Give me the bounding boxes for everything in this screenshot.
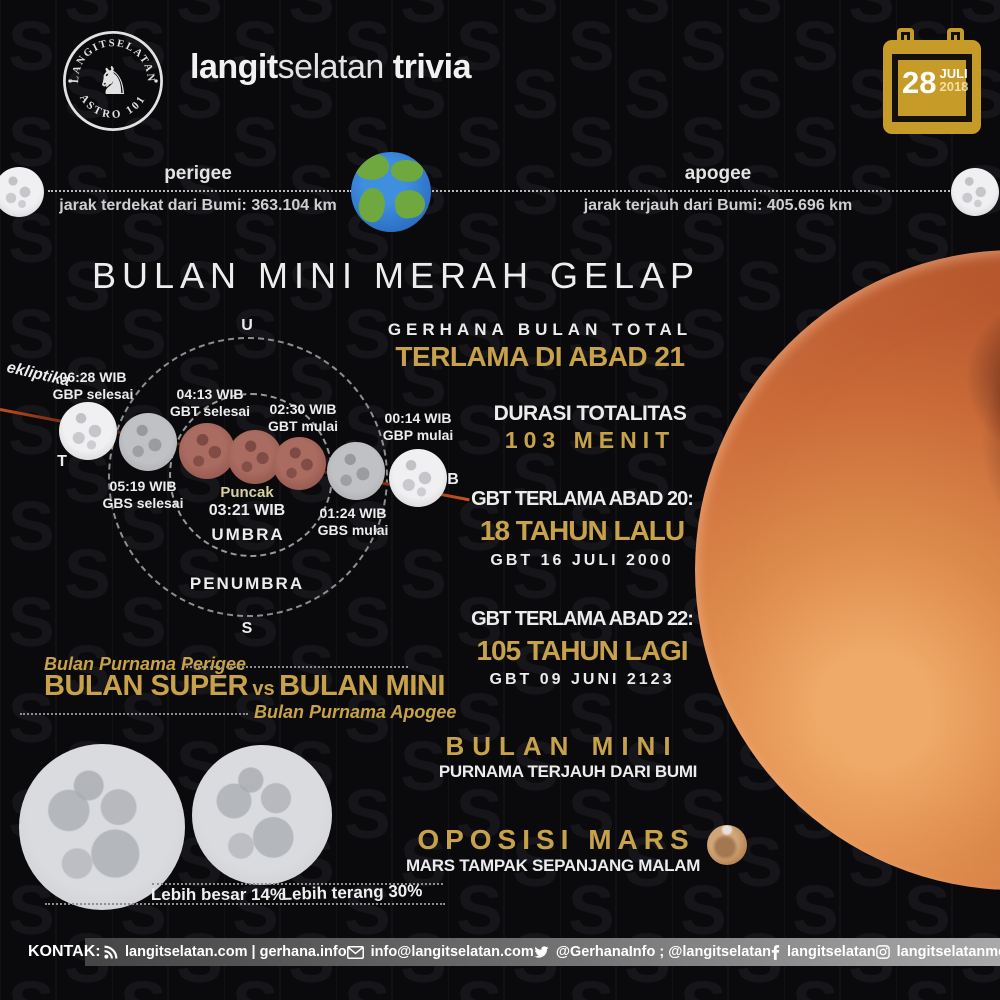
calendar-date: 28 JULI 2018 (902, 67, 968, 98)
main-title: BULAN MINI MERAH GELAP (91, 255, 701, 296)
abad20-value: 18 TAHUN LALU (479, 515, 685, 546)
contact-twitter[interactable]: @GerhanaInfo ; @langitselatan (534, 944, 771, 960)
perigee-caption: Bulan Purnama Perigee (44, 654, 247, 674)
perigee-moon (0, 167, 44, 217)
brand-trivia: trivia (392, 48, 472, 86)
abad22-value: 105 TAHUN LAGI (476, 635, 688, 666)
abad20-label: GBT TERLAMA ABAD 20: (471, 488, 694, 510)
brand-selatan: selatan (277, 48, 385, 86)
durasi-value: 103 MENIT (504, 427, 676, 453)
apogee-label: apogee (684, 163, 752, 184)
event-gbp-mulai: 00:14 WIB GBP mulai (382, 410, 454, 443)
calendar-icon: 28 JULI 2018 (883, 28, 981, 138)
comparison-title-vs: vs (252, 678, 275, 700)
abad22-detail: GBT 09 JUNI 2123 (489, 671, 675, 688)
calendar-panel: 28 JULI 2018 (892, 54, 972, 122)
perigee-detail: jarak terdekat dari Bumi: 363.104 km (59, 197, 337, 214)
apogee-caption-leader (20, 713, 248, 715)
calendar-month: JULI (939, 66, 968, 81)
bigger-note: Lebih besar 14% (150, 885, 286, 904)
comparison-title-right: BULAN MINI (279, 670, 445, 702)
event-gbp-selesai: 06:28 WIB GBP selesai (52, 369, 134, 402)
puncak-time: 03:21 WIB (208, 501, 286, 519)
calendar-year: 2018 (939, 79, 969, 94)
centaur-icon: ♞ (96, 60, 131, 103)
perigee-label: perigee (164, 163, 232, 184)
penumbra-circle (108, 337, 388, 617)
oposisi-mars-detail: MARS TAMPAK SEPANJANG MALAM (405, 856, 701, 875)
bulan-mini-title: BULAN MINI (445, 731, 679, 761)
comparison-bottom-dotted-line (45, 903, 445, 905)
compass-east-label: T (57, 453, 67, 470)
comparison-title: BULAN SUPER vs BULAN MINI (44, 670, 445, 703)
comparison-top-dotted-line (152, 883, 443, 885)
rss-icon (104, 945, 118, 959)
kontak-label: KONTAK: (28, 943, 101, 960)
comparison-title-left: BULAN SUPER (44, 670, 248, 702)
brand-title: langitselatan trivia (190, 48, 472, 87)
facebook-icon (771, 944, 780, 960)
event-gbt-selesai: 04:13 WIB GBT selesai (169, 386, 251, 419)
eclipse-moon-gbt-selesai (179, 423, 235, 479)
headline-main: TERLAMA DI ABAD 21 (395, 341, 685, 372)
contact-email-text: info@langitselatan.com (370, 944, 534, 960)
headline-top: GERHANA BULAN TOTAL (387, 320, 693, 339)
perigee-caption-leader (186, 666, 408, 668)
langitselatan-astro101-logo: LANGITSELATAN ASTRO 101 ♞ (63, 31, 163, 131)
apogee-detail: jarak terjauh dari Bumi: 405.696 km (583, 197, 853, 214)
eclipse-moon-gbs-selesai (119, 413, 177, 471)
contact-website-text: langitselatan.com | gerhana.info (125, 944, 347, 960)
mars-photo (707, 825, 747, 865)
contact-email[interactable]: info@langitselatan.com (346, 944, 534, 960)
perigee-orbit-line (48, 190, 352, 192)
oposisi-mars-title: OPOSISI MARS (417, 824, 695, 855)
contact-website[interactable]: langitselatan.com | gerhana.info (103, 944, 347, 960)
compass-south-label: S (241, 620, 253, 637)
event-puncak: Puncak 03:21 WIB (209, 484, 285, 521)
eclipse-moon-gbs-mulai (327, 442, 385, 500)
durasi-label: DURASI TOTALITAS (493, 402, 687, 425)
contact-facebook[interactable]: langitselatan (771, 944, 876, 960)
abad20-detail: GBT 16 JULI 2000 (490, 552, 674, 569)
puncak-title: Puncak (220, 484, 274, 501)
event-gbs-mulai: 01:24 WIB GBS mulai (317, 505, 389, 538)
instagram-icon (875, 945, 890, 959)
apogee-moon (951, 168, 999, 216)
earth-illustration (351, 152, 431, 232)
contact-instagram-text: langitselatanmedia (896, 944, 1000, 960)
mail-icon (346, 945, 364, 959)
contact-instagram[interactable]: langitselatanmedia (875, 944, 1000, 960)
eclipse-moon-gbp-mulai (389, 449, 447, 507)
super-moon-illustration (19, 744, 185, 910)
contact-facebook-text: langitselatan (787, 944, 876, 960)
apogee-caption: Bulan Purnama Apogee (254, 702, 457, 722)
penumbra-label: PENUMBRA (189, 574, 305, 593)
abad22-label: GBT TERLAMA ABAD 22: (471, 608, 694, 630)
calendar-body: 28 JULI 2018 (883, 40, 981, 134)
brand-langit: langit (190, 48, 278, 86)
twitter-icon (534, 945, 549, 958)
compass-west-label: B (447, 471, 459, 488)
contact-twitter-text: @GerhanaInfo ; @langitselatan (555, 944, 772, 960)
compass-north-label: U (241, 317, 253, 334)
umbra-label: UMBRA (211, 525, 285, 544)
eclipse-moon-gbp-selesai (59, 402, 117, 460)
mini-moon-illustration (192, 745, 332, 885)
eclipse-moon-gbt-mulai (273, 437, 326, 490)
calendar-day: 28 (902, 65, 937, 100)
contact-bar: langitselatan.com | gerhana.info info@la… (85, 938, 1000, 966)
bulan-mini-detail: PURNAMA TERJAUH DARI BUMI (438, 762, 698, 781)
event-gbs-selesai: 05:19 WIB GBS selesai (102, 478, 184, 511)
event-gbt-mulai: 02:30 WIB GBT mulai (267, 401, 339, 434)
apogee-orbit-line (432, 190, 950, 192)
brighter-note: Lebih terang 30% (281, 881, 423, 904)
